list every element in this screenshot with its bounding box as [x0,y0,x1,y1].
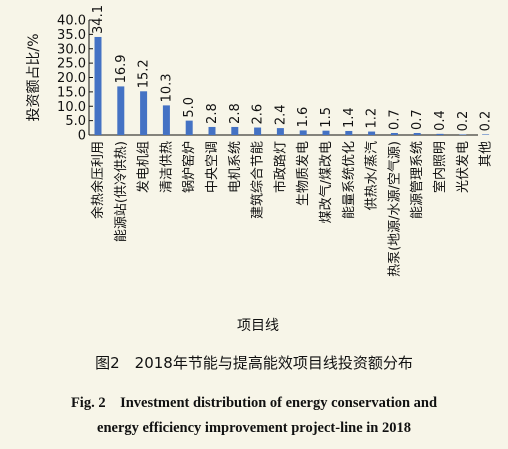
bar [276,128,284,135]
bar-value-label: 0.2 [479,111,494,132]
y-tick-label: 5.0 [65,114,86,129]
category-label: 建筑综合节能 [250,141,266,219]
category-label: 光伏发电 [455,141,471,193]
bar-value-label: 2.8 [205,103,220,124]
y-tick-label: 0 [78,129,86,144]
bar [231,126,239,135]
bar-value-label: 5.0 [182,97,197,118]
bar [482,134,490,135]
bar-value-label: 2.6 [251,104,266,125]
bar [322,130,330,135]
category-label: 热泵(地源/水源/空气源) [386,141,402,277]
bar-value-label: 16.9 [114,54,129,83]
category-label: 余热余压利用 [90,141,106,219]
bar [390,132,398,135]
y-tick-label: 10.0 [57,100,86,115]
bar-value-label: 1.5 [319,107,334,128]
bar [162,105,170,135]
bar-value-label: 0.4 [433,110,448,131]
category-label: 能量系统优化 [342,141,357,219]
y-tick-label: 40.0 [57,14,86,29]
bar [140,91,148,135]
category-label: 电机系统 [228,141,243,193]
bar-value-label: 1.2 [365,108,380,129]
bar [436,133,444,135]
y-tick-label: 20.0 [57,71,86,86]
bar-value-label: 0.2 [456,111,471,132]
figure-caption-english-line-1: Fig. 2 Investment distribution of energy… [70,395,438,411]
figure-caption-english-line-2: energy efficiency improvement project-li… [97,420,411,436]
bar [208,126,216,135]
category-label: 清洁供热 [159,141,174,193]
bar-value-label: 34.1 [91,5,106,34]
category-label: 能源站(供冷供热) [114,141,129,242]
bar-value-label: 2.8 [228,103,243,124]
bar [117,86,125,135]
category-label: 能源管理系统 [410,141,425,219]
bar [459,134,467,135]
y-tick-label: 25.0 [57,57,86,72]
category-label: 发电机组 [136,141,152,193]
y-tick-label: 35.0 [57,28,86,43]
bar-value-label: 10.3 [159,73,174,102]
category-label: 锅炉窑炉 [181,141,197,193]
bar-value-label: 2.4 [273,104,288,125]
bar-value-label: 15.2 [137,59,152,88]
category-label: 室内照明 [432,141,448,193]
bar [94,36,102,135]
category-label: 其他 [479,141,494,167]
bar-chart: 05.010.015.020.025.030.035.040.0投资额占比/%3… [26,5,494,334]
bar-value-label: 1.4 [342,107,357,128]
bar [185,120,193,135]
category-label: 中央空调 [205,141,220,193]
y-axis-title: 投资额占比/% [26,33,42,121]
bar [413,132,421,135]
category-label: 供热水/蒸汽 [365,141,380,210]
category-label: 生物质发电 [295,141,311,206]
bar [345,130,353,135]
category-label: 市政路灯 [272,141,288,193]
category-label: 煤改气/煤改电 [318,141,334,223]
x-axis-title: 项目线 [237,318,279,334]
bar [368,131,376,135]
bar-value-label: 1.6 [296,107,311,128]
figure-caption-chinese: 图2 2018年节能与提高能效项目线投资额分布 [95,354,413,372]
bar [299,130,307,135]
bar [254,127,262,135]
y-tick-label: 30.0 [57,42,86,57]
y-tick-label: 15.0 [57,85,86,100]
bar-value-label: 0.7 [410,109,425,130]
bar-value-label: 0.7 [387,109,402,130]
